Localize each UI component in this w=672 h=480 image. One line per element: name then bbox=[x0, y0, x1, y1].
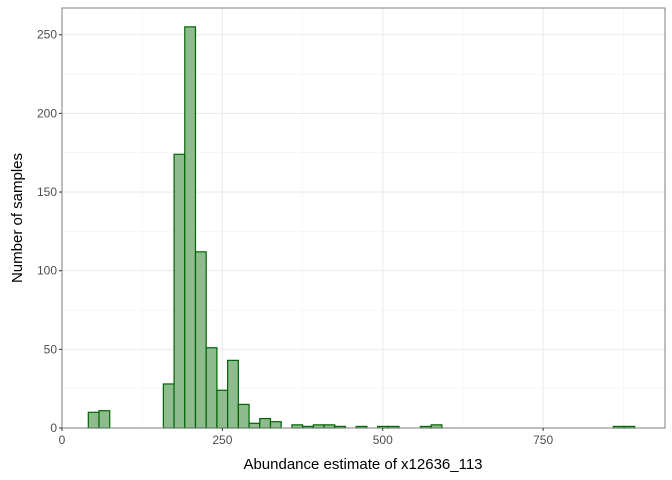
histogram-bar bbox=[227, 359, 239, 429]
x-tick-label: 750 bbox=[533, 433, 553, 447]
y-tick-label: 250 bbox=[37, 28, 57, 42]
histogram-bar bbox=[259, 417, 272, 429]
y-axis-ticks: 0 50 100 150 200 250 bbox=[37, 28, 62, 435]
y-tick-label: 100 bbox=[37, 264, 57, 278]
histogram-bar bbox=[205, 347, 218, 429]
y-tick-label: 200 bbox=[37, 106, 57, 120]
histogram-bar bbox=[216, 389, 229, 429]
x-axis-title: Abundance estimate of x12636_113 bbox=[243, 456, 482, 473]
histogram-bar bbox=[184, 26, 197, 429]
x-tick-label: 250 bbox=[212, 433, 232, 447]
histogram-bar bbox=[162, 383, 175, 429]
grid-minor bbox=[62, 8, 665, 428]
x-axis-ticks: 0 250 500 750 bbox=[59, 428, 553, 447]
histogram-bar bbox=[173, 153, 186, 429]
histogram-bar bbox=[248, 422, 261, 429]
histogram-bar bbox=[269, 421, 282, 429]
histogram-bar bbox=[98, 410, 111, 429]
y-tick-label: 0 bbox=[50, 421, 57, 435]
y-tick-label: 50 bbox=[44, 342, 58, 356]
panel-background bbox=[62, 8, 665, 428]
histogram-bar bbox=[87, 411, 100, 429]
x-tick-label: 0 bbox=[59, 433, 66, 447]
x-tick-label: 500 bbox=[373, 433, 393, 447]
histogram-bar bbox=[237, 403, 250, 429]
panel-border bbox=[61, 7, 666, 429]
y-tick-label: 150 bbox=[37, 185, 57, 199]
y-axis-title: Number of samples bbox=[9, 153, 26, 283]
histogram-bar bbox=[194, 251, 207, 429]
